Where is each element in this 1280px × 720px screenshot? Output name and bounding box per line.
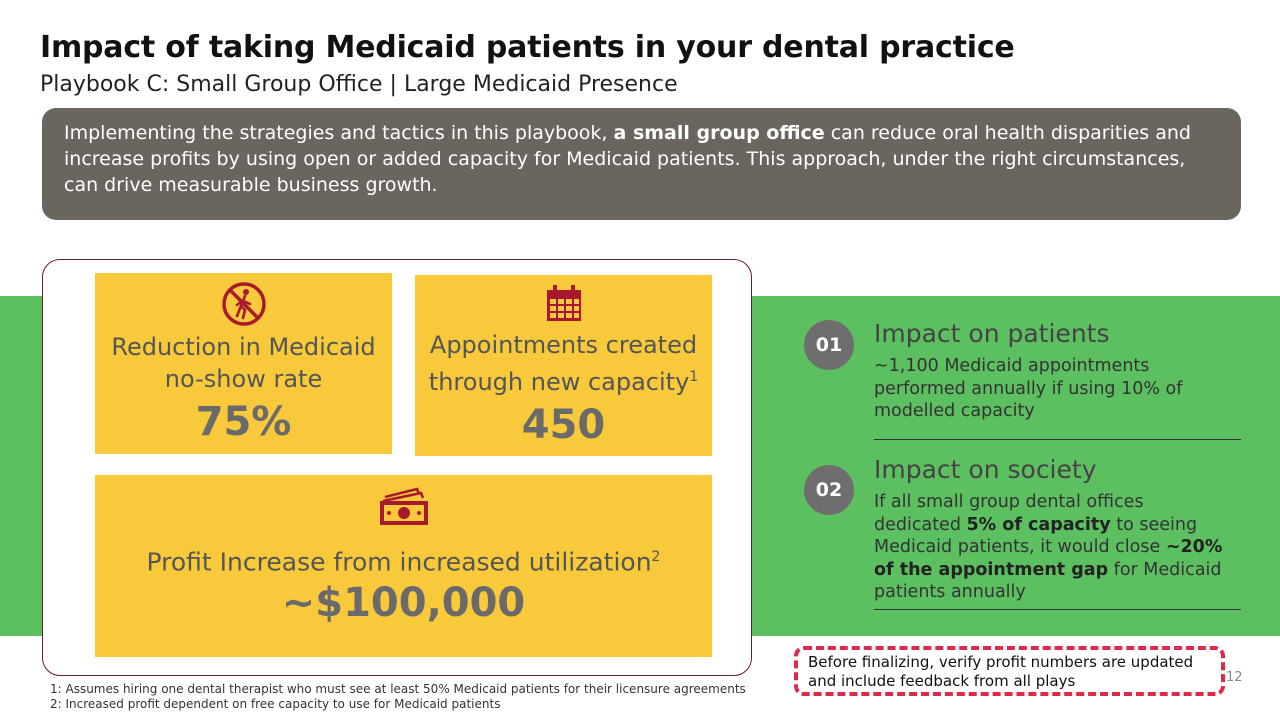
appointments-value: 450 (521, 402, 606, 448)
intro-text-rest: can reduce oral health disparities and i… (64, 122, 1191, 196)
impact-divider-1 (874, 439, 1241, 440)
society-bold-1: 5% of capacity (966, 514, 1111, 535)
intro-banner: Implementing the strategies and tactics … (42, 108, 1241, 220)
impact-number-01: 01 (804, 320, 854, 370)
intro-text: Implementing the strategies and tactics … (64, 122, 614, 144)
appointments-label-line2-wrap: through new capacity1 (415, 361, 712, 398)
appointments-label-line1: Appointments created (429, 331, 698, 359)
footnote-2: 2: Increased profit dependent on free ca… (50, 697, 501, 711)
intro-bold-text: a small group office (613, 122, 825, 144)
page-subtitle: Playbook C: Small Group Office | Large M… (40, 72, 678, 97)
footnote-1: 1: Assumes hiring one dental therapist w… (50, 682, 746, 696)
profit-tile: Profit Increase from increased utilizati… (95, 475, 712, 657)
impact-society-title: Impact on society (874, 455, 1097, 484)
society-text-1: If all small group dental offices dedica… (874, 492, 1144, 535)
noshow-tile: Reduction in Medicaid no-show rate 75% (95, 273, 392, 454)
page-title: Impact of taking Medicaid patients in yo… (40, 30, 1015, 65)
noshow-value: 75% (195, 399, 292, 445)
impact-patients-title: Impact on patients (874, 319, 1110, 348)
profit-label-text: Profit Increase from increased utilizati… (146, 547, 652, 577)
profit-label: Profit Increase from increased utilizati… (95, 541, 712, 578)
appointments-label-line2: through new capacity (428, 368, 690, 396)
noshow-label-line2: no-show rate (164, 365, 323, 393)
review-note: Before finalizing, verify profit numbers… (794, 646, 1225, 696)
noshow-label: Reduction in Medicaid no-show rate (95, 331, 392, 395)
money-icon (379, 487, 428, 525)
impact-divider-2 (874, 609, 1241, 610)
page-number: 12 (1226, 670, 1243, 685)
noshow-label-line1: Reduction in Medicaid (111, 333, 376, 361)
profit-value: ~$100,000 (281, 580, 526, 627)
society-text-2: to seeing Medicaid patients, it would cl… (874, 514, 1198, 558)
appointments-label: Appointments created through new capacit… (415, 329, 712, 398)
society-bold-2: ~20% of the appointment gap (874, 537, 1223, 580)
society-text-3: for Medicaid patients annually (874, 559, 1222, 603)
calendar-icon (546, 285, 581, 321)
no-walking-icon (221, 282, 266, 326)
impact-number-02: 02 (804, 465, 854, 515)
footnote-ref-1: 1 (689, 369, 699, 385)
impact-society-text: If all small group dental offices dedica… (874, 491, 1236, 604)
appointments-tile: Appointments created through new capacit… (415, 275, 712, 456)
footnote-ref-2: 2 (651, 549, 661, 565)
impact-patients-text: ~1,100 Medicaid appointments performed a… (874, 356, 1183, 421)
